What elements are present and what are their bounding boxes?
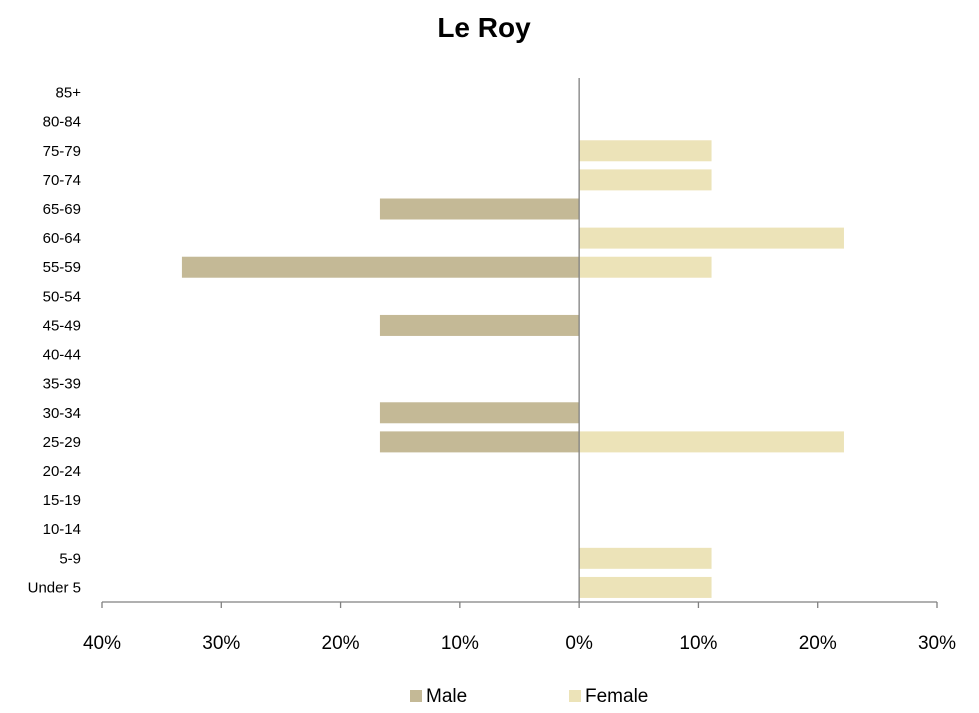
category-labels: 85+ 80-84 75-79 70-74 65-69 60-64 55-59 50-54 45… (28, 85, 82, 597)
category-label: 55-59 (43, 259, 81, 276)
bar-male-25-29 (379, 431, 580, 453)
bar-female-25-29 (579, 431, 844, 453)
category-label: 70-74 (43, 172, 81, 189)
bar-female-70-74 (579, 169, 712, 191)
axes: 40% 30% 20% 10% 0% 10% 20% 30% (83, 78, 956, 654)
bar-male-45-49 (379, 314, 580, 336)
legend: Male Female (410, 686, 648, 707)
category-label: Under 5 (28, 579, 81, 596)
bar-female-60-64 (579, 227, 844, 249)
category-label: 35-39 (43, 376, 81, 393)
category-label: 10-14 (43, 521, 81, 538)
category-label: 15-19 (43, 492, 81, 509)
legend-swatch-female (569, 690, 581, 702)
x-tick-label: 20% (799, 633, 837, 654)
category-label: 25-29 (43, 434, 81, 451)
bar-male-55-59 (181, 256, 580, 278)
x-tick-label: 0% (565, 633, 593, 654)
category-label: 5-9 (59, 550, 81, 567)
legend-label-male: Male (426, 686, 467, 707)
bars-layer (181, 140, 844, 598)
x-tick-label: 30% (918, 633, 956, 654)
category-label: 85+ (56, 85, 82, 102)
x-tick-label: 20% (322, 633, 360, 654)
bar-female-under-5 (579, 576, 712, 598)
bar-female-75-79 (579, 140, 712, 162)
category-label: 30-34 (43, 405, 81, 422)
bar-female-5-9 (579, 547, 712, 569)
category-label: 45-49 (43, 317, 81, 334)
category-label: 65-69 (43, 201, 81, 218)
legend-swatch-male (410, 690, 422, 702)
bar-male-30-34 (379, 402, 580, 424)
chart-title: Le Roy (437, 12, 531, 43)
legend-label-female: Female (585, 686, 648, 707)
x-tick-label: 40% (83, 633, 121, 654)
x-tick-label: 10% (441, 633, 479, 654)
category-label: 40-44 (43, 347, 81, 364)
bar-female-55-59 (579, 256, 712, 278)
category-label: 20-24 (43, 463, 81, 480)
category-label: 60-64 (43, 230, 81, 247)
bar-male-65-69 (379, 198, 580, 220)
category-label: 75-79 (43, 143, 81, 160)
category-label: 80-84 (43, 114, 81, 131)
x-tick-label: 30% (202, 633, 240, 654)
category-label: 50-54 (43, 288, 81, 305)
x-tick-label: 10% (679, 633, 717, 654)
